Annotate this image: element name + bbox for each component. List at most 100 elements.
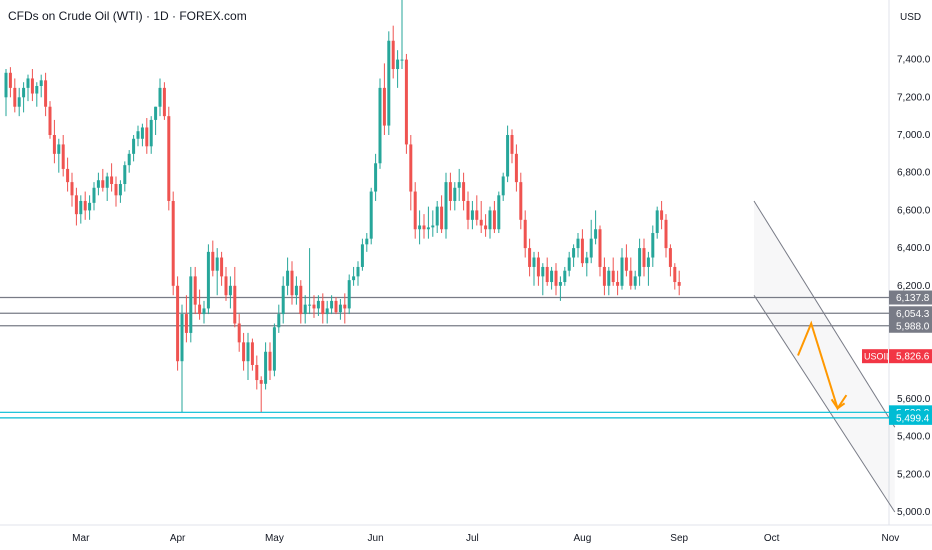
candle-body — [154, 106, 158, 120]
candle — [237, 314, 241, 352]
candle-body — [642, 248, 646, 267]
candle-body — [448, 182, 452, 201]
candle — [272, 323, 276, 377]
candle — [105, 172, 109, 201]
candle-body — [290, 270, 294, 296]
candle — [629, 257, 633, 290]
candle-body — [673, 266, 677, 283]
candle — [57, 138, 61, 173]
candle — [541, 263, 545, 296]
candle-body — [198, 304, 202, 315]
candle — [479, 200, 483, 234]
candle — [154, 106, 158, 135]
candle — [514, 144, 518, 192]
candle-body — [176, 285, 180, 362]
candle — [211, 240, 215, 277]
candle — [13, 78, 17, 113]
candle — [176, 276, 180, 371]
candle-body — [440, 206, 444, 230]
projection-arrowhead — [830, 398, 846, 410]
candle-body — [8, 72, 12, 88]
candle — [145, 118, 149, 154]
projection-path[interactable] — [797, 320, 848, 411]
candle — [162, 82, 166, 120]
candle-body — [88, 202, 92, 211]
time-axis-ticks[interactable]: Mar Apr May Jun Jul Aug Sep Oct Nov — [72, 533, 899, 544]
candle-body — [22, 87, 26, 98]
candle-body — [616, 282, 620, 286]
candle-body — [660, 210, 664, 220]
candle — [492, 200, 496, 234]
candle-body — [550, 270, 554, 283]
descending-channel[interactable] — [753, 200, 896, 513]
candlestick-series — [4, 0, 681, 413]
candle-body — [404, 59, 408, 145]
candle-body — [211, 251, 215, 271]
candle — [4, 69, 8, 117]
candle-body — [554, 270, 558, 286]
candle-body — [475, 210, 479, 220]
candle — [567, 251, 571, 277]
candle — [61, 135, 65, 177]
candle-body — [400, 59, 404, 61]
candle-body — [70, 182, 74, 196]
candle-body — [497, 195, 501, 230]
candle — [646, 251, 650, 286]
candle-body — [470, 210, 474, 220]
candle — [220, 251, 224, 286]
candle — [444, 172, 448, 239]
candle-body — [114, 184, 118, 196]
candle-body — [651, 233, 655, 258]
price-tick-label: 5,000.0 — [897, 507, 931, 518]
candle-body — [409, 144, 413, 192]
candle — [224, 266, 228, 301]
candle-body — [101, 180, 105, 188]
candle — [470, 200, 474, 230]
symbol-tag-text: USOIL — [864, 352, 891, 362]
price-tick-label: 5,600.0 — [897, 394, 931, 405]
candle — [26, 74, 30, 102]
candle-body — [13, 87, 17, 107]
channel-upper-line[interactable] — [753, 200, 896, 428]
candle — [391, 25, 395, 79]
candle-body — [228, 285, 232, 296]
candle-body — [233, 285, 237, 324]
candle — [519, 172, 523, 230]
candle — [189, 266, 193, 343]
candle-body — [488, 210, 492, 230]
candle-body — [189, 276, 193, 333]
price-tick-label: 7,400.0 — [897, 55, 931, 66]
candle — [255, 355, 259, 390]
candle-body — [96, 180, 100, 188]
candle-body — [677, 282, 681, 286]
candle-body — [286, 270, 290, 286]
price-tick-label: 5,200.0 — [897, 469, 931, 480]
currency-label: USD — [900, 12, 921, 23]
candle — [22, 82, 26, 113]
candle-body — [110, 176, 114, 185]
candle-body — [638, 248, 642, 277]
candle — [268, 342, 272, 381]
channel-fill — [754, 200, 895, 512]
candle-body — [431, 225, 435, 228]
candle — [457, 168, 461, 201]
candle-body — [158, 87, 162, 107]
candle — [110, 163, 114, 192]
candle-body — [140, 127, 144, 139]
candle — [17, 87, 21, 117]
horizontal-levels[interactable] — [0, 296, 889, 419]
candle — [286, 257, 290, 296]
candle — [70, 172, 74, 207]
candle — [638, 238, 642, 286]
candle-body — [598, 229, 602, 267]
candle-body — [74, 195, 78, 215]
projection-arrow[interactable] — [797, 320, 848, 411]
price-axis-panel[interactable]: USD 7,400.0 7,200.0 7,000.0 6,800.0 6,600.0 6… — [888, 0, 931, 525]
candle-body — [514, 153, 518, 183]
candle — [30, 69, 34, 102]
channel-lower-line[interactable] — [753, 294, 896, 513]
candle — [426, 206, 430, 239]
candle — [554, 263, 558, 296]
candle — [118, 180, 122, 203]
